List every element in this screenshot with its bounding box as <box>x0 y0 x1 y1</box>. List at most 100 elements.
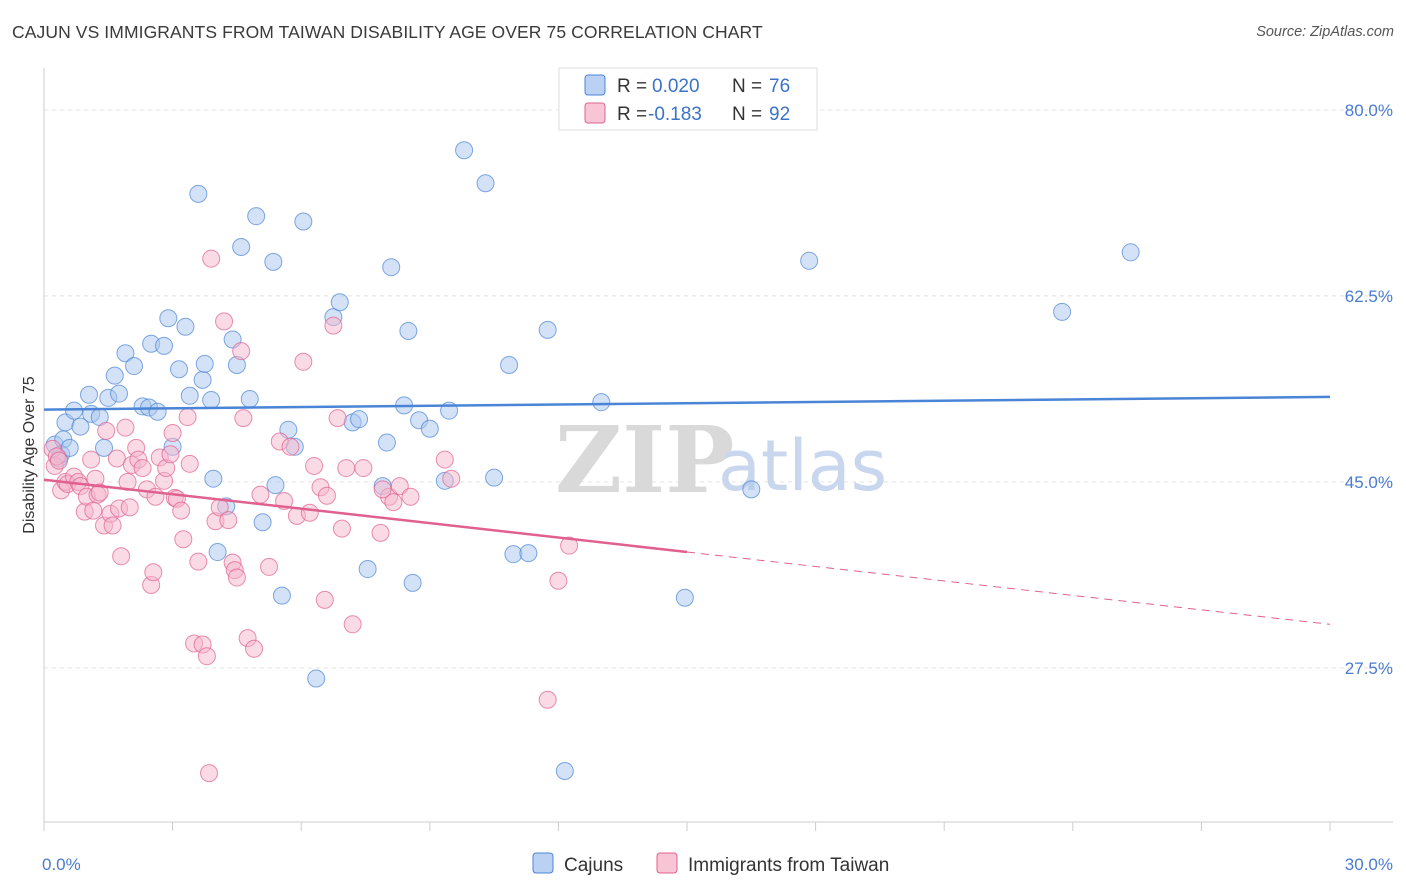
legend-r-label-2: R = <box>617 104 647 125</box>
gridlines <box>44 109 1393 669</box>
bottom-swatch-taiwan <box>656 852 678 874</box>
point-s0-45 <box>294 212 313 231</box>
point-s1-13 <box>84 501 103 520</box>
point-s0-29 <box>195 354 214 373</box>
point-s0-14 <box>110 384 129 403</box>
y-tick-label-0: 80.0% <box>1345 101 1393 120</box>
point-s1-44 <box>178 408 197 427</box>
point-s0-63 <box>476 174 495 193</box>
point-s0-62 <box>455 141 474 160</box>
bottom-swatch-cajuns <box>532 852 554 874</box>
trend-line-0 <box>43 395 1331 411</box>
bottom-legend-cajuns: Cajuns <box>564 855 623 876</box>
point-s0-71 <box>675 588 694 607</box>
bottom-legend-taiwan: Immigrants from Taiwan <box>688 855 889 876</box>
point-s1-79 <box>343 615 362 634</box>
point-s1-3 <box>50 451 69 470</box>
point-s0-42 <box>272 586 291 605</box>
x-tick-max: 30.0% <box>1345 855 1393 874</box>
point-s1-60 <box>234 409 253 428</box>
point-s0-26 <box>180 386 199 405</box>
point-s0-27 <box>189 184 208 203</box>
point-s1-75 <box>324 316 343 335</box>
point-s1-50 <box>200 764 219 783</box>
point-s0-15 <box>116 344 135 363</box>
point-s0-20 <box>148 402 167 421</box>
point-s0-46 <box>307 669 326 688</box>
point-s1-73 <box>315 590 334 609</box>
point-s0-69 <box>555 761 574 780</box>
point-s1-33 <box>144 563 163 582</box>
point-s1-87 <box>538 690 557 709</box>
legend-n-label-1: N = <box>732 76 762 97</box>
point-s1-90 <box>384 493 403 512</box>
point-s0-67 <box>519 544 538 563</box>
point-s1-64 <box>260 557 279 576</box>
point-s0-72 <box>742 480 761 499</box>
point-s1-67 <box>281 437 300 456</box>
point-s1-70 <box>300 503 319 522</box>
point-s0-70 <box>592 393 611 412</box>
legend-r-value-2: -0.183 <box>648 104 702 125</box>
point-s0-13 <box>105 366 124 385</box>
point-s0-38 <box>247 207 266 226</box>
point-s0-32 <box>208 543 227 562</box>
data-points <box>43 141 1140 783</box>
source-label: Source: ZipAtlas.com <box>1256 24 1394 40</box>
watermark: ZIP atlas <box>555 406 887 514</box>
trend-line-solid-1 <box>43 478 688 554</box>
point-s0-51 <box>358 560 377 579</box>
point-s1-23 <box>112 547 131 566</box>
x-tick-min: 0.0% <box>42 855 81 874</box>
point-s0-74 <box>1053 302 1072 321</box>
point-s0-21 <box>155 336 174 355</box>
point-s1-18 <box>97 421 116 440</box>
y-axis-label: Disability Age Over 75 <box>21 376 38 534</box>
point-s0-24 <box>170 360 189 379</box>
point-s1-81 <box>371 523 390 542</box>
point-s1-76 <box>328 409 347 428</box>
point-s0-39 <box>253 513 272 532</box>
series-legend: Cajuns Immigrants from Taiwan <box>532 852 889 876</box>
point-s1-42 <box>172 501 191 520</box>
point-s1-78 <box>337 459 356 478</box>
point-s1-74 <box>317 486 336 505</box>
point-s1-59 <box>232 342 251 361</box>
point-s0-57 <box>403 573 422 592</box>
point-s1-63 <box>251 485 270 504</box>
legend-r-value-1: 0.020 <box>652 76 700 97</box>
point-s1-49 <box>197 647 216 666</box>
chart-title: CAJUN VS IMMIGRANTS FROM TAIWAN DISABILI… <box>12 22 763 42</box>
point-s0-36 <box>232 237 251 256</box>
point-s0-68 <box>538 320 557 339</box>
point-s0-48 <box>330 293 349 312</box>
point-s1-54 <box>215 312 234 331</box>
point-s0-41 <box>266 476 285 495</box>
point-s1-45 <box>180 454 199 473</box>
watermark-atlas: atlas <box>718 425 887 507</box>
point-s0-22 <box>159 309 178 328</box>
axes <box>43 68 1393 831</box>
legend-r-label-1: R = <box>617 76 647 97</box>
point-s1-84 <box>401 487 420 506</box>
point-s0-66 <box>504 545 523 564</box>
point-s1-58 <box>227 568 246 587</box>
point-s1-83 <box>390 477 409 496</box>
point-s1-91 <box>373 480 392 499</box>
legend-swatch-taiwan <box>584 102 606 124</box>
point-s0-7 <box>71 417 90 436</box>
point-s1-71 <box>305 456 324 475</box>
point-s1-16 <box>90 483 109 502</box>
point-s1-69 <box>294 352 313 371</box>
point-s0-40 <box>264 252 283 271</box>
point-s0-53 <box>377 433 396 452</box>
point-s0-6 <box>65 401 84 420</box>
point-s1-85 <box>435 450 454 469</box>
stats-legend: R = 0.020 N = 76 R = -0.183 N = 92 <box>558 67 818 131</box>
point-s1-20 <box>103 516 122 535</box>
legend-n-label-2: N = <box>732 104 762 125</box>
point-s1-38 <box>161 445 180 464</box>
point-s1-51 <box>202 249 221 268</box>
point-s1-80 <box>354 459 373 478</box>
